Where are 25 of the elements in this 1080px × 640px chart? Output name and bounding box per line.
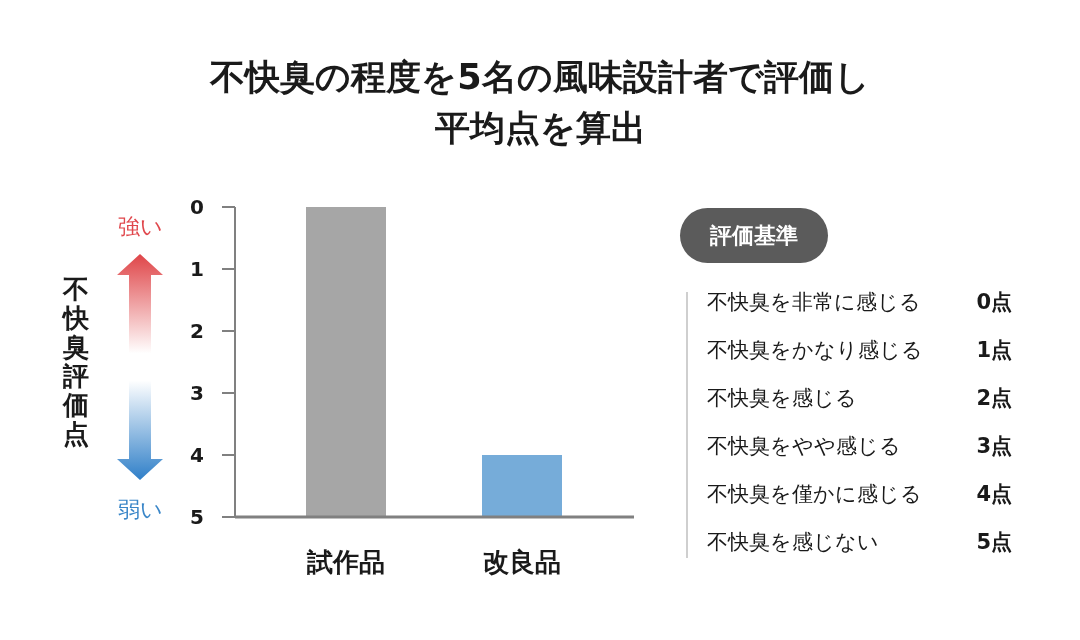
chart-title: 不快臭の程度を5名の風味設計者で評価し平均点を算出 <box>208 56 871 150</box>
text: 0点 <box>976 289 1012 316</box>
x-tick-label: 改良品 <box>483 547 561 578</box>
text: 不快臭をやや感じる <box>707 433 901 460</box>
text: 不快臭を感じる <box>707 385 857 412</box>
x-tick-label: 試作品 <box>306 547 385 578</box>
text: 2点 <box>976 385 1012 412</box>
text: 不快臭を感じない <box>707 529 879 556</box>
y-tick-label: 1 <box>190 257 204 282</box>
badge: 評価基準 <box>680 208 828 263</box>
text: 不快臭を僅かに感じる <box>707 481 922 508</box>
y-axis-title: 不快臭評価点 <box>61 274 90 449</box>
y-tick-label: 4 <box>190 443 204 468</box>
text: 不快臭をかなり感じる <box>707 337 923 364</box>
y-tick-label: 0 <box>190 195 204 220</box>
text: 強い <box>116 213 164 241</box>
text: 3点 <box>976 433 1012 460</box>
y-tick-label: 5 <box>190 505 204 530</box>
text: 4点 <box>976 481 1012 508</box>
text: 不快臭を非常に感じる <box>707 289 921 316</box>
y-tick-label: 3 <box>190 381 204 406</box>
text: 5点 <box>976 529 1012 556</box>
text: 1点 <box>976 337 1012 364</box>
y-tick-label: 2 <box>190 319 204 344</box>
text: 弱い <box>116 496 164 524</box>
